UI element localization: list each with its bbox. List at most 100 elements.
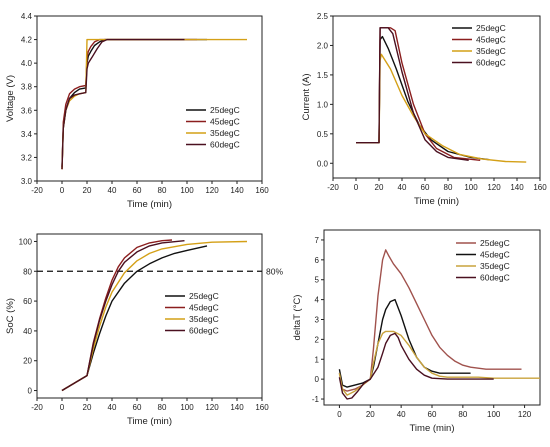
current-legend-label: 25degC (476, 23, 506, 33)
voltage-panel: -20 0 20 40 60 80 100 120 140 160 3.0 3.2 3.4 3.6 3.8 4… (5, 12, 269, 210)
soc-x-axis-label: Time (min) (127, 416, 172, 427)
soc-y-tick-label: 40 (23, 327, 32, 336)
current-legend-label: 60degC (476, 58, 506, 68)
voltage-y-tick-label: 4.4 (21, 12, 33, 21)
deltat-x-axis-label: Time (min) (409, 423, 454, 434)
voltage-plot-frame (36, 15, 263, 182)
voltage-x-tick-label: 40 (108, 186, 117, 195)
deltat-y-tick-label: -1 (312, 395, 320, 404)
current-legend-label: 45degC (476, 35, 506, 45)
soc-series-line-45degC (61, 239, 173, 392)
soc-x-tick-label: 120 (205, 403, 219, 412)
deltat-x-tick-label: 120 (518, 410, 532, 419)
voltage-x-tick-label: -20 (31, 186, 43, 195)
current-y-tick-label: 0.5 (317, 130, 329, 139)
current-y-axis-label: Current (A) (301, 74, 312, 121)
deltat-legend-label: 60degC (480, 273, 510, 283)
deltat-y-tick-label: 4 (315, 296, 320, 305)
voltage-y-tick-label: 4.0 (21, 59, 33, 68)
current-series-line-60degC (356, 27, 469, 161)
voltage-series-line-45degC (61, 38, 197, 170)
voltage-x-tick-label: 120 (205, 186, 219, 195)
voltage-x-tick-label: 0 (60, 186, 65, 195)
soc-x-tick-label: 140 (230, 403, 244, 412)
voltage-x-axis-label: Time (min) (127, 199, 172, 210)
voltage-y-tick-label: 3.4 (21, 130, 33, 139)
current-y-tick-label: 0.0 (317, 159, 329, 168)
voltage-series-line-60degC (61, 38, 185, 170)
current-x-tick-label: 0 (354, 183, 359, 192)
voltage-x-tick-label: 80 (158, 186, 167, 195)
soc-x-tick-label: 80 (158, 403, 167, 412)
current-x-tick-label: 40 (398, 183, 407, 192)
soc-x-tick-label: 60 (133, 403, 142, 412)
voltage-legend-label: 35degC (210, 128, 240, 138)
soc-x-tick-label: 100 (180, 403, 194, 412)
current-x-axis-label: Time (min) (414, 196, 459, 207)
voltage-legend-label: 60degC (210, 140, 240, 150)
deltat-y-tick-label: 7 (315, 236, 320, 245)
soc-reference-label: 80% (266, 266, 283, 276)
current-x-tick-label: 80 (444, 183, 453, 192)
deltat-series-line-60degC (338, 332, 494, 400)
deltat-y-axis-label: deltaT (°C) (292, 295, 303, 341)
soc-series-line-35degC (61, 240, 248, 392)
current-y-tick-label: 1.0 (317, 100, 329, 109)
current-series-line-45degC (356, 27, 481, 161)
deltat-x-tick-label: 20 (366, 410, 375, 419)
deltat-y-tick-label: 6 (315, 256, 320, 265)
deltat-y-tick-label: 5 (315, 276, 320, 285)
voltage-y-tick-label: 3.6 (21, 106, 33, 115)
voltage-x-tick-label: 20 (83, 186, 92, 195)
deltat-y-tick-label: 1 (315, 355, 320, 364)
deltat-x-tick-label: 40 (397, 410, 406, 419)
voltage-y-tick-label: 3.0 (21, 177, 33, 186)
voltage-y-tick-label: 3.8 (21, 83, 33, 92)
current-y-tick-label: 2.0 (317, 41, 329, 50)
soc-plot-frame (36, 233, 263, 399)
deltat-panel: 0 20 40 60 80 100 120 -1 0 1 2 3 4 5 6 7 Time (min) delta… (292, 229, 541, 434)
current-y-tick-label: 2.5 (317, 12, 329, 21)
soc-legend-label: 25degC (189, 291, 219, 301)
voltage-legend-label: 25degC (210, 105, 240, 115)
soc-panel: -20 0 20 40 60 80 100 120 140 160 0 20 40 60 80 100 Time… (5, 233, 283, 427)
current-legend-label: 35degC (476, 46, 506, 56)
soc-series-line-60degC (61, 240, 185, 392)
soc-x-tick-label: 160 (255, 403, 269, 412)
soc-x-tick-label: 40 (108, 403, 117, 412)
current-x-tick-label: 120 (487, 183, 501, 192)
deltat-legend-label: 25degC (480, 238, 510, 248)
soc-y-tick-label: 60 (23, 297, 32, 306)
soc-legend-label: 60degC (189, 326, 219, 336)
deltat-x-tick-label: 80 (458, 410, 467, 419)
voltage-x-tick-label: 60 (133, 186, 142, 195)
current-x-tick-label: 100 (464, 183, 478, 192)
deltat-y-tick-label: 2 (315, 335, 320, 344)
current-x-tick-label: 60 (421, 183, 430, 192)
voltage-y-tick-label: 3.2 (21, 153, 33, 162)
current-x-tick-label: 20 (375, 183, 384, 192)
voltage-y-tick-label: 4.2 (21, 36, 33, 45)
deltat-legend-label: 35degC (480, 261, 510, 271)
current-series-line-25degC (356, 35, 490, 161)
voltage-x-tick-label: 160 (255, 186, 269, 195)
soc-series-line-25degC (61, 245, 208, 392)
soc-legend-label: 35degC (189, 314, 219, 324)
soc-y-tick-label: 20 (23, 357, 32, 366)
current-y-tick-label: 1.5 (317, 71, 329, 80)
soc-x-tick-label: 20 (83, 403, 92, 412)
soc-x-tick-label: 0 (60, 403, 65, 412)
deltat-x-tick-label: 60 (428, 410, 437, 419)
voltage-y-axis-label: Voltage (V) (5, 75, 16, 122)
current-panel: -20 0 20 40 60 80 100 120 140 160 0.0 0.5 1.0 1.5 2.0 2… (301, 12, 547, 207)
current-x-tick-label: 160 (533, 183, 547, 192)
deltat-x-tick-label: 0 (337, 410, 342, 419)
soc-y-tick-label: 0 (28, 387, 33, 396)
current-plot-frame (332, 15, 541, 179)
voltage-x-tick-label: 140 (230, 186, 244, 195)
deltat-y-tick-label: 3 (315, 315, 320, 324)
voltage-series-line-25degC (61, 38, 207, 167)
voltage-legend-label: 45degC (210, 117, 240, 127)
